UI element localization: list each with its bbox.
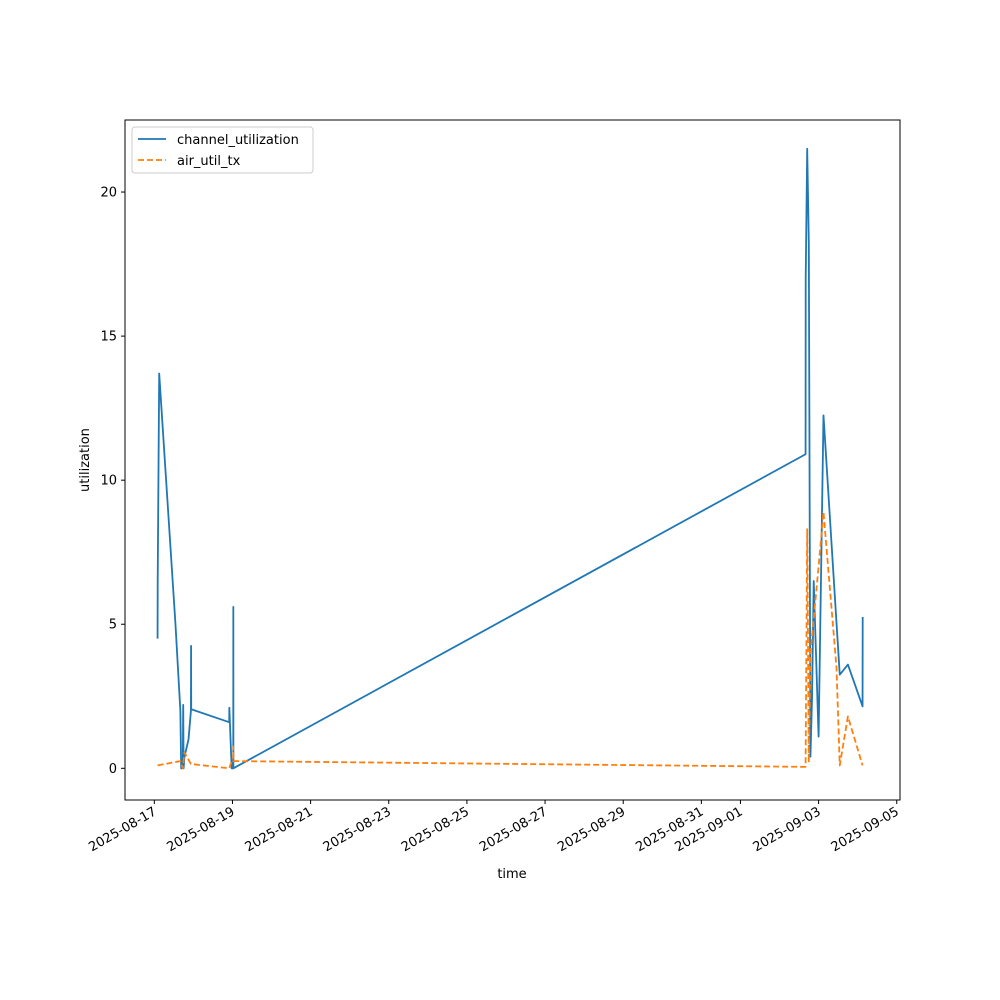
series-layer: [156, 147, 864, 770]
y-axis-label: utilization: [78, 428, 93, 492]
y-axis-ticks: 0 5 10 15 20: [100, 186, 125, 777]
y-tick-label: 20: [100, 186, 117, 201]
plot-area: [125, 120, 900, 800]
y-tick-label: 10: [100, 474, 117, 489]
y-tick-label: 5: [109, 618, 117, 633]
series-line-air-util-tx: [157, 510, 864, 770]
legend: channel_utilization air_util_tx: [131, 126, 314, 174]
y-tick-label: 15: [100, 330, 117, 345]
legend-label-channel-utilization: channel_utilization: [177, 133, 299, 148]
x-axis-label: time: [497, 867, 526, 882]
plot-frame: [124, 119, 901, 801]
legend-box: [131, 126, 314, 174]
series-line-channel-utilization: [156, 147, 864, 770]
y-tick-label: 0: [109, 762, 117, 777]
legend-label-air-util-tx: air_util_tx: [177, 154, 241, 169]
